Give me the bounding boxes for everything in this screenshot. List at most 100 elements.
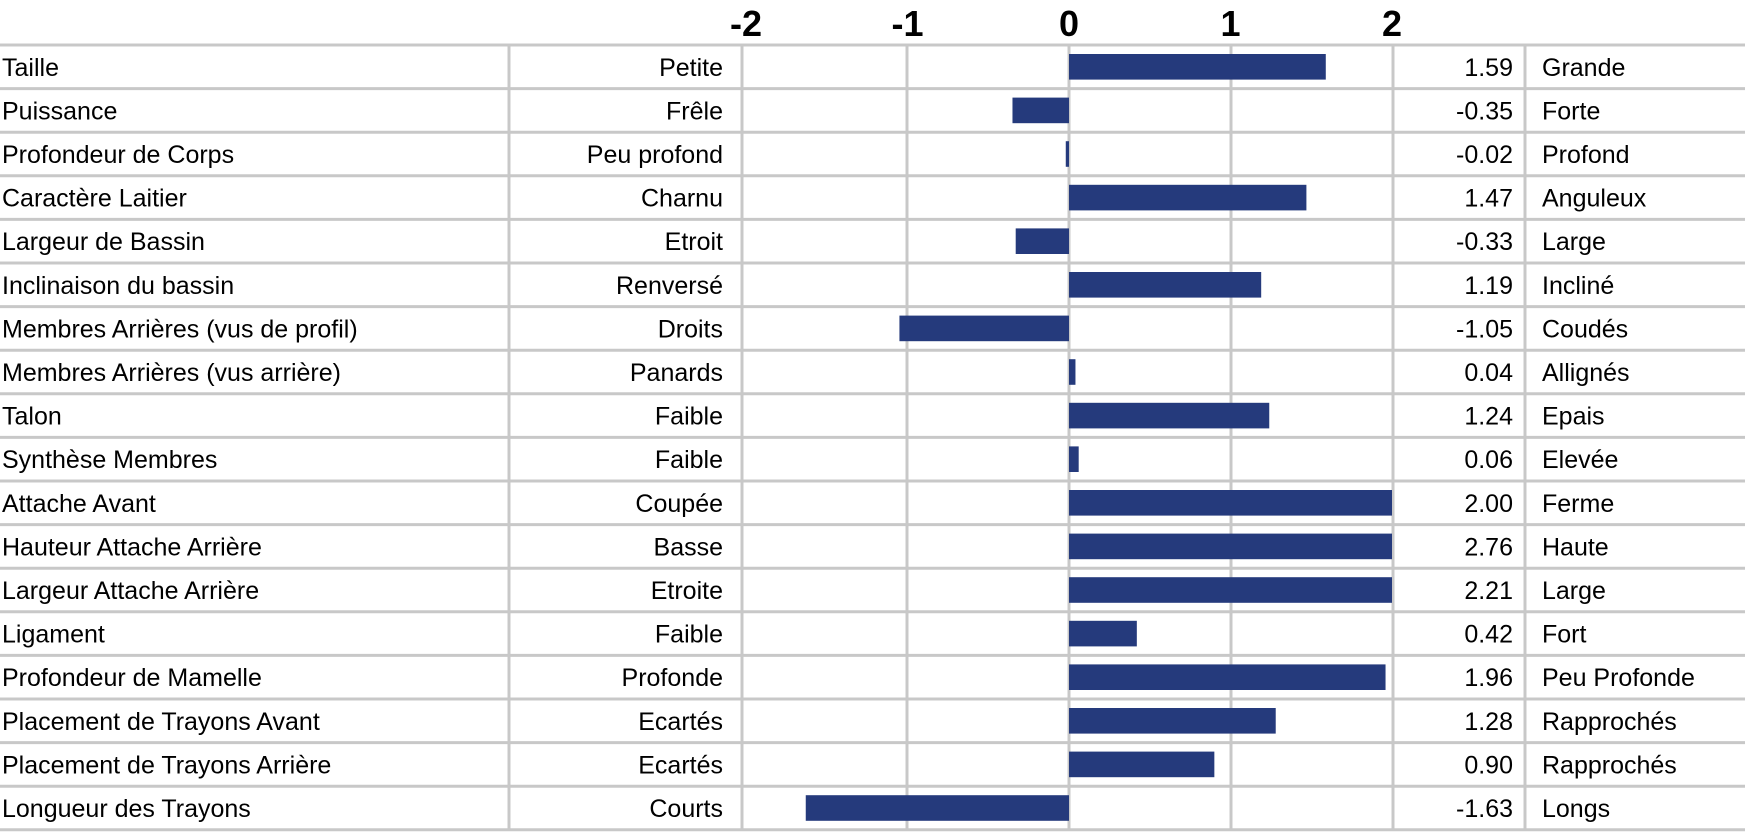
value-label: 2.76: [1464, 533, 1513, 561]
x-tick-label: 2: [1382, 3, 1402, 44]
x-tick-label: -1: [891, 3, 923, 44]
high-pole-label: Longs: [1542, 795, 1610, 823]
high-pole-label: Incliné: [1542, 272, 1614, 300]
value-label: 1.24: [1464, 403, 1513, 431]
value-label: 1.96: [1464, 664, 1513, 692]
low-pole-label: Faible: [655, 621, 723, 649]
high-pole-label: Ferme: [1542, 490, 1614, 518]
high-pole-label: Grande: [1542, 54, 1625, 82]
bar: [1069, 533, 1392, 560]
bar: [1069, 620, 1137, 647]
bar: [1069, 446, 1079, 472]
value-label: 0.90: [1464, 751, 1513, 779]
x-tick-label: 1: [1220, 3, 1240, 44]
high-pole-label: Anguleux: [1542, 185, 1647, 213]
trait-label: Membres Arrières (vus de profil): [2, 315, 358, 343]
bar: [1069, 708, 1276, 734]
high-pole-label: Peu Profonde: [1542, 664, 1695, 692]
low-pole-label: Charnu: [641, 185, 723, 213]
high-pole-label: Rapprochés: [1542, 708, 1677, 736]
high-pole-label: Epais: [1542, 403, 1605, 431]
value-label: 0.42: [1464, 621, 1513, 649]
low-pole-label: Etroite: [651, 577, 723, 605]
bar: [1069, 184, 1307, 211]
high-pole-label: Rapprochés: [1542, 751, 1677, 779]
bar: [1069, 664, 1386, 690]
high-pole-label: Coudés: [1542, 315, 1628, 343]
low-pole-label: Courts: [649, 795, 723, 823]
low-pole-label: Profonde: [622, 664, 723, 692]
x-axis: -2 -1 0 1 2: [730, 3, 1402, 44]
bar: [1069, 577, 1392, 603]
bar: [1065, 141, 1069, 167]
row-labels: Taille Petite 1.59 Grande Puissance Frêle -0.3…: [2, 54, 1695, 823]
low-pole-label: Peu profond: [587, 141, 723, 169]
low-pole-label: Frêle: [666, 97, 723, 125]
trait-label: Profondeur de Mamelle: [2, 664, 262, 692]
low-pole-label: Ecartés: [638, 708, 723, 736]
trait-label: Profondeur de Corps: [2, 141, 234, 169]
value-label: 1.19: [1464, 272, 1513, 300]
value-label: -0.35: [1456, 97, 1513, 125]
value-label: 0.06: [1464, 446, 1513, 474]
value-label: -0.02: [1456, 141, 1513, 169]
trait-label: Ligament: [2, 621, 105, 649]
value-label: -1.63: [1456, 795, 1513, 823]
low-pole-label: Faible: [655, 403, 723, 431]
trait-label: Largeur de Bassin: [2, 228, 205, 256]
trait-label: Longueur des Trayons: [2, 795, 251, 823]
low-pole-label: Faible: [655, 446, 723, 474]
low-pole-label: Basse: [654, 533, 723, 561]
bar: [1069, 490, 1392, 516]
trait-label: Hauteur Attache Arrière: [2, 533, 262, 561]
trait-label: Synthèse Membres: [2, 446, 217, 474]
high-pole-label: Large: [1542, 577, 1606, 605]
high-pole-label: Profond: [1542, 141, 1630, 169]
high-pole-label: Elevée: [1542, 446, 1618, 474]
trait-label: Caractère Laitier: [2, 185, 187, 213]
bar-layer: [805, 54, 1392, 821]
value-label: 2.21: [1464, 577, 1513, 605]
low-pole-label: Ecartés: [638, 751, 723, 779]
trait-label: Puissance: [2, 97, 117, 125]
high-pole-label: Allignés: [1542, 359, 1630, 387]
low-pole-label: Petite: [659, 54, 723, 82]
value-label: -1.05: [1456, 315, 1513, 343]
high-pole-label: Fort: [1542, 621, 1587, 649]
bar: [1069, 272, 1262, 298]
grid-layer: [0, 43, 1745, 832]
value-label: -0.33: [1456, 228, 1513, 256]
value-label: 2.00: [1464, 490, 1513, 518]
bar: [805, 795, 1069, 821]
trait-label: Attache Avant: [2, 490, 156, 518]
trait-label: Largeur Attache Arrière: [2, 577, 259, 605]
bar: [1015, 228, 1069, 254]
bar: [1069, 751, 1215, 778]
high-pole-label: Haute: [1542, 533, 1609, 561]
high-pole-label: Forte: [1542, 97, 1600, 125]
value-label: 1.47: [1464, 185, 1513, 213]
trait-label: Talon: [2, 403, 62, 431]
low-pole-label: Droits: [658, 315, 723, 343]
trait-label: Membres Arrières (vus arrière): [2, 359, 341, 387]
trait-label: Placement de Trayons Avant: [2, 708, 320, 736]
bar: [1069, 402, 1270, 429]
bar: [1069, 54, 1326, 80]
low-pole-label: Panards: [630, 359, 723, 387]
bar: [899, 315, 1069, 342]
low-pole-label: Renversé: [616, 272, 723, 300]
trait-label: Taille: [2, 54, 59, 82]
high-pole-label: Large: [1542, 228, 1606, 256]
trait-label: Placement de Trayons Arrière: [2, 751, 331, 779]
value-label: 1.28: [1464, 708, 1513, 736]
trait-label: Inclinaison du bassin: [2, 272, 234, 300]
value-label: 0.04: [1464, 359, 1513, 387]
x-tick-label: 0: [1059, 3, 1079, 44]
low-pole-label: Coupée: [635, 490, 723, 518]
bar: [1069, 359, 1076, 385]
bar: [1012, 97, 1069, 124]
low-pole-label: Etroit: [665, 228, 723, 256]
x-tick-label: -2: [730, 3, 762, 44]
value-label: 1.59: [1464, 54, 1513, 82]
